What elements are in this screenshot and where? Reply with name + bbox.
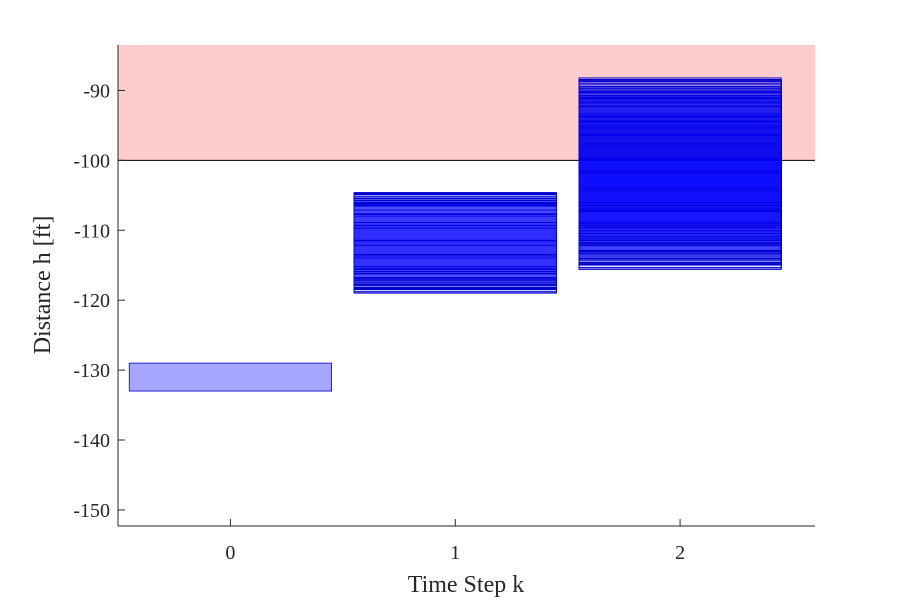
y-tick-label: -120 [73,290,110,312]
x-tick-label: 2 [675,542,685,564]
reach-set-step-1 [353,192,557,294]
reach-set-box [353,199,557,285]
reach-set-box [578,87,782,255]
reach-set-box [353,194,557,285]
reach-set-box [353,222,557,281]
y-tick-label: -110 [74,220,110,242]
reach-set-step-2 [578,77,782,270]
reach-set-box [578,106,782,251]
reach-set-box [578,116,782,247]
y-tick-label: -90 [83,80,110,102]
reach-set-box [353,193,557,282]
reach-set-box [578,143,782,254]
y-axis-label: Distance h [ft] [30,216,56,355]
reach-set-box [578,98,782,213]
reach-set-box [578,92,782,263]
reach-set-box [353,201,557,279]
reach-set-box [578,159,782,244]
reach-set-box [353,196,557,283]
reach-set-step-0 [128,362,332,392]
reach-sets-layer [128,77,782,392]
reach-set-box [578,80,782,252]
reach-set-box [578,106,782,223]
x-axis-label: Time Step k [408,572,524,598]
reach-set-box [578,89,782,192]
reach-set-box [578,133,782,206]
reach-set-box [578,100,782,189]
reach-set-box [353,205,557,289]
reach-set-box [578,87,782,260]
reach-set-box [578,95,782,265]
reach-set-box [353,227,557,272]
reach-set-box [578,98,782,259]
x-tick-label: 0 [225,542,235,564]
y-tick-label: -130 [73,360,110,382]
x-tick-label: 1 [450,542,460,564]
y-tick-label: -150 [73,500,110,522]
reach-set-box [578,78,782,207]
reach-set-box [353,192,557,274]
reach-set-box [578,80,782,228]
y-tick-label: -100 [73,150,110,172]
reach-set-box [578,80,782,244]
reach-set-box [578,115,782,240]
reach-set-box [578,83,782,210]
reach-set-box [578,125,782,225]
reach-set-box [353,214,557,271]
reach-set-box [353,209,557,290]
reach-set-box [578,90,782,246]
reach-set-box [128,362,332,392]
reach-set-box [578,113,782,266]
reach-set-box [353,203,557,257]
reach-set-box [578,77,782,240]
reach-set-box [353,197,557,246]
y-tick-label: -140 [73,430,110,452]
axes: -150 -140 -130 -120 -110 -100 -90 0 1 2 [73,45,815,564]
reach-set-box [353,203,557,242]
